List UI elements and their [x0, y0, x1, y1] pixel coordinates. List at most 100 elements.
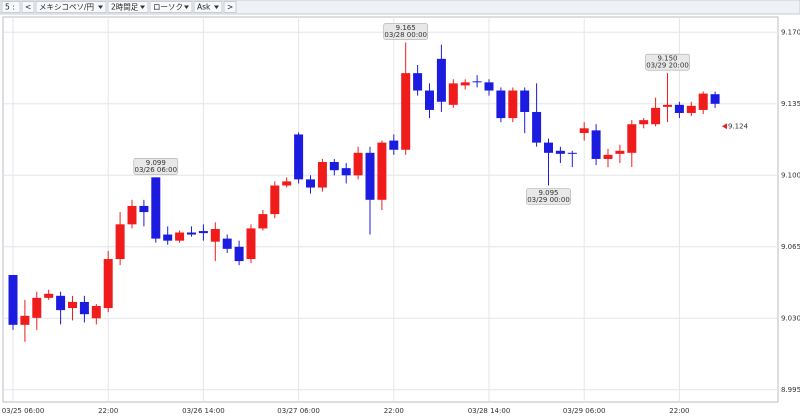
dropdown-arrow[interactable]: [98, 5, 103, 10]
candle-body: [115, 224, 125, 260]
toolbar-button[interactable]: [193, 1, 223, 13]
x-tick-label: 03/26 14:00: [182, 407, 225, 415]
candle-body: [234, 246, 244, 262]
candle-body: [103, 259, 113, 309]
toolbar-label[interactable]: >: [227, 3, 233, 12]
x-tick-label: 03/28 14:00: [468, 407, 511, 415]
candle-body: [151, 177, 161, 239]
candle-body: [425, 90, 434, 110]
candle-body: [20, 315, 30, 325]
toolbar-label[interactable]: 5 :: [5, 3, 15, 12]
candle-body: [508, 90, 518, 119]
x-tick-label: 22:00: [98, 407, 118, 415]
candle-body: [68, 301, 77, 309]
toolbar-label[interactable]: Ask: [197, 3, 211, 12]
candle-body: [44, 293, 54, 298]
candle-body: [329, 162, 339, 171]
candle-body: [460, 82, 470, 86]
candle-body: [258, 214, 268, 229]
toolbar-button[interactable]: [107, 1, 149, 13]
y-tick-label: 9.135: [781, 100, 800, 108]
toolbar-label[interactable]: 2時間足: [111, 3, 139, 12]
dropdown-arrow[interactable]: [140, 5, 145, 10]
y-tick-label: 9.170: [781, 28, 800, 36]
annotation-price: 9.165: [396, 24, 416, 32]
toolbar-button[interactable]: [223, 1, 237, 13]
candle-body: [389, 140, 399, 150]
toolbar-button[interactable]: [35, 1, 107, 13]
y-tick-label: 8.995: [781, 386, 800, 394]
candle-body: [294, 134, 304, 180]
candle-body: [555, 150, 565, 154]
candle-body: [8, 274, 18, 325]
toolbar-label[interactable]: <: [25, 3, 31, 12]
candle-body: [413, 73, 423, 91]
candle-body: [246, 228, 256, 260]
candle-body: [520, 90, 530, 112]
toolbar-label[interactable]: ローソク: [153, 3, 183, 12]
annotation-box: [383, 23, 429, 40]
candle-body: [674, 104, 684, 113]
candle-body: [32, 297, 42, 318]
candle-body: [436, 58, 446, 102]
toolbar-button[interactable]: [1, 1, 21, 13]
x-tick-label: 22:00: [669, 407, 689, 415]
candle-body: [710, 94, 720, 104]
x-tick-label: 03/27 06:00: [277, 407, 320, 415]
x-tick-label: 22:00: [384, 407, 404, 415]
annotation-price: 9.150: [657, 55, 677, 63]
y-tick-label: 9.030: [781, 314, 800, 322]
candle-body: [306, 179, 315, 188]
candle-body: [91, 306, 101, 319]
candle-body: [448, 83, 458, 105]
candle-body: [603, 154, 613, 159]
candle-body: [222, 238, 232, 249]
x-tick-label: 03/25 06:00: [2, 407, 45, 415]
candle-body: [615, 150, 625, 154]
annotation-box: [645, 53, 690, 71]
dropdown-arrow[interactable]: [214, 5, 219, 10]
last-price-marker: [722, 123, 727, 130]
candle-body: [663, 104, 672, 107]
candle-body: [496, 90, 506, 119]
x-tick-label: 03/29 06:00: [563, 407, 606, 415]
toolbar-label[interactable]: メキシコペソ/円: [39, 3, 94, 12]
candle-body: [651, 107, 661, 125]
candle-body: [317, 162, 327, 188]
candle-body: [139, 205, 149, 213]
candle-body: [686, 105, 696, 113]
candle-body: [591, 130, 601, 159]
annotation-time: 03/29 20:00: [646, 62, 689, 70]
candle-body: [639, 120, 649, 125]
annotation-price: 9.095: [538, 189, 558, 197]
candle-body: [401, 73, 411, 150]
candle-body: [567, 152, 577, 154]
toolbar-button[interactable]: [21, 1, 35, 13]
candle-body: [56, 295, 66, 311]
y-tick-label: 9.100: [781, 171, 800, 179]
plot-area: [2, 16, 779, 403]
candle-body: [175, 232, 185, 241]
candle-body: [579, 128, 589, 134]
candle-body: [544, 142, 553, 153]
candle-body: [79, 301, 89, 315]
candle-body: [532, 111, 542, 143]
last-price-label: 9.124: [728, 122, 749, 130]
candle-body: [365, 152, 375, 200]
dropdown-arrow[interactable]: [184, 5, 189, 10]
annotation-box: [133, 158, 179, 175]
toolbar-button[interactable]: [149, 1, 193, 13]
annotation-box: [526, 188, 571, 205]
candle-body: [377, 142, 387, 200]
candle-body: [198, 231, 208, 234]
annotation-time: 03/26 06:00: [135, 166, 178, 174]
y-tick-label: 9.065: [781, 243, 800, 251]
candle-body: [163, 234, 173, 241]
candle-body: [484, 82, 494, 91]
candle-body: [187, 232, 196, 235]
candle-body: [270, 185, 280, 215]
annotation-time: 03/29 00:00: [527, 196, 570, 204]
annotation-time: 03/28 00:00: [384, 31, 427, 39]
candle-body: [353, 152, 363, 176]
